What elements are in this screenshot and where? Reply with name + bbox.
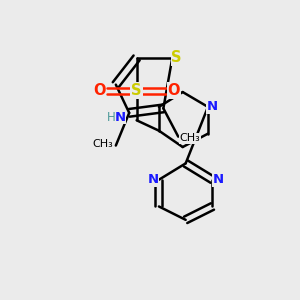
Text: N: N (213, 173, 224, 186)
Text: N: N (115, 111, 126, 124)
Text: H: H (107, 111, 116, 124)
Text: CH₃: CH₃ (180, 133, 200, 143)
Text: N: N (207, 100, 218, 113)
Text: S: S (131, 83, 142, 98)
Text: S: S (172, 50, 182, 65)
Text: N: N (147, 173, 158, 186)
Text: O: O (167, 83, 180, 98)
Text: O: O (93, 83, 106, 98)
Text: CH₃: CH₃ (92, 139, 113, 149)
